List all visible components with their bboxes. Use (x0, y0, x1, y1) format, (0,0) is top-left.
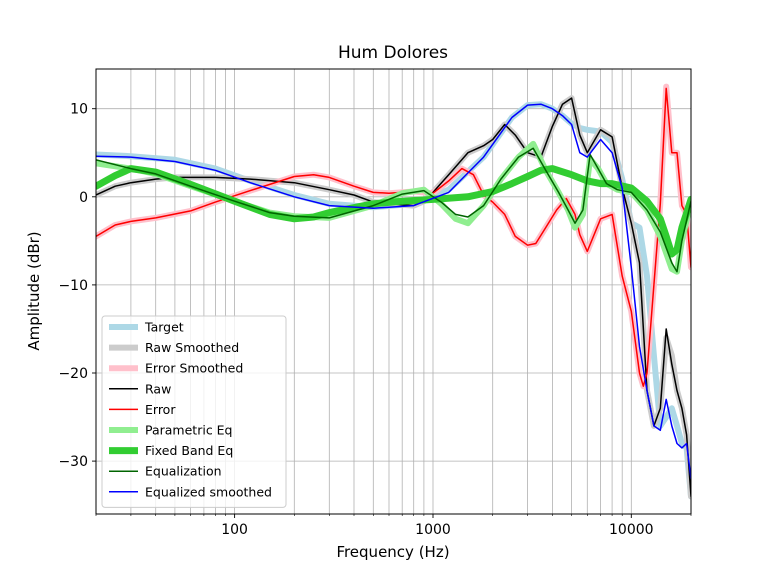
grid-lines (95, 69, 692, 514)
y-tick-label: 10 (70, 102, 88, 118)
x-tick-label: 100 (221, 522, 248, 538)
legend-label: Equalized smoothed (145, 484, 272, 499)
legend-label: Equalization (145, 464, 222, 479)
legend: Target Raw Smoothed Error Smoothed Raw Error… (101, 315, 287, 508)
series-lines (96, 83, 691, 500)
legend-label: Parametric Eq (145, 423, 233, 438)
series-line-9 (96, 103, 691, 480)
legend-label: Raw Smoothed (145, 340, 239, 355)
legend-label: Raw (145, 381, 171, 396)
legend-label: Target (144, 320, 184, 335)
legend-label: Fixed Band Eq (145, 443, 233, 458)
y-tick-label: −30 (58, 454, 88, 470)
legend-box (101, 315, 287, 508)
x-tick-label: 1000 (415, 522, 451, 538)
series-line-5 (96, 87, 691, 387)
x-tick-label: 10000 (609, 522, 654, 538)
y-tick-label: 0 (79, 190, 88, 206)
y-axis-label: Amplitude (dBr) (25, 231, 43, 350)
chart-title: Hum Dolores (338, 43, 448, 63)
y-tick-label: −10 (58, 278, 88, 294)
legend-label: Error (145, 402, 176, 417)
series-line-8 (96, 147, 691, 273)
legend-label: Error Smoothed (145, 361, 243, 376)
y-tick-label: −20 (58, 366, 88, 382)
x-axis-label: Frequency (Hz) (336, 543, 449, 561)
plot-frame (95, 68, 692, 515)
